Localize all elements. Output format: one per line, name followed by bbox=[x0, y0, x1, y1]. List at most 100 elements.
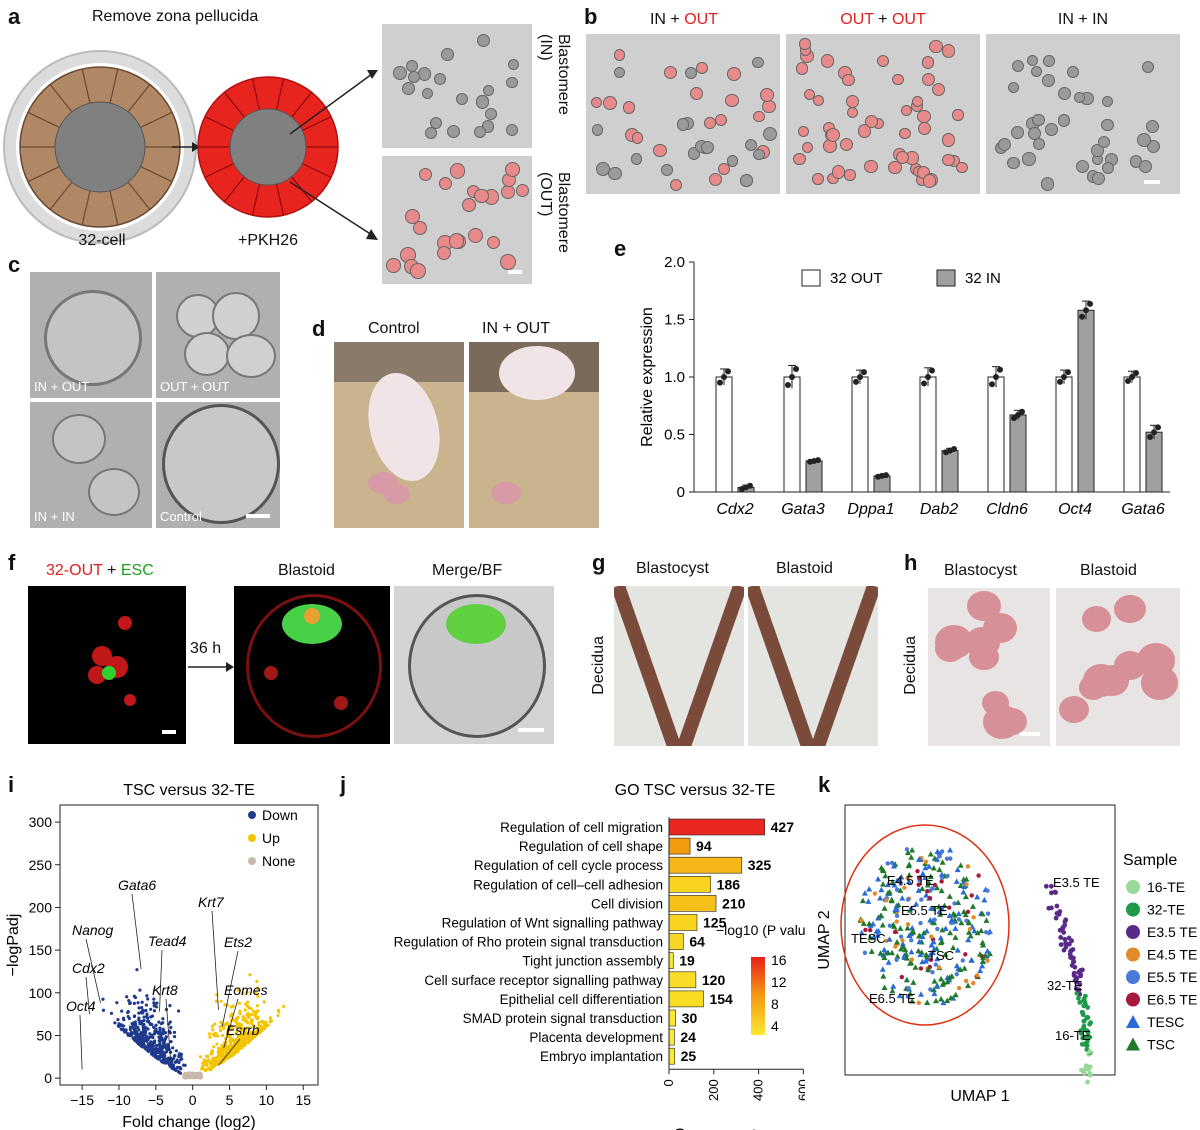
panel-label-j: j bbox=[340, 772, 347, 797]
go-count-label: 30 bbox=[682, 1010, 698, 1026]
cell-blob bbox=[410, 262, 426, 279]
image-c-control: Control bbox=[156, 402, 280, 528]
cell-blob bbox=[839, 138, 853, 152]
bar-Cldn6-32IN bbox=[1009, 414, 1027, 493]
replicate-point bbox=[793, 365, 799, 372]
cell-blob bbox=[447, 124, 461, 138]
legend-label: 16-TE bbox=[1147, 879, 1185, 895]
cell-blob bbox=[663, 65, 678, 80]
go-count-label: 186 bbox=[717, 876, 741, 892]
go-bar bbox=[668, 837, 691, 855]
decidua-blob bbox=[964, 627, 1000, 659]
g-blastoid-label: Blastoid bbox=[776, 560, 833, 577]
cell-blob bbox=[801, 141, 814, 154]
cell-blob bbox=[714, 113, 728, 127]
cell-blob bbox=[1026, 54, 1039, 67]
cell-blob bbox=[696, 62, 708, 74]
go-bar bbox=[668, 1009, 677, 1027]
plot-frame bbox=[844, 804, 1116, 1076]
decidua-blob bbox=[1082, 663, 1120, 697]
umap-annotation: E3.5 TE bbox=[1053, 875, 1100, 890]
go-bar bbox=[668, 895, 717, 912]
replicate-point bbox=[1019, 408, 1025, 415]
cell-blob bbox=[928, 39, 943, 54]
go-count-label: 19 bbox=[679, 953, 695, 969]
go-term-label: Cell surface receptor signalling pathway bbox=[424, 973, 663, 988]
cell-blob bbox=[1097, 135, 1111, 149]
x-tick-label: −15 bbox=[70, 1092, 94, 1108]
cell-blob bbox=[795, 62, 809, 75]
cell-blob bbox=[703, 117, 716, 129]
d-label-control: Control bbox=[368, 320, 420, 337]
y-tick-label: 300 bbox=[29, 814, 53, 830]
cell-blob bbox=[486, 236, 500, 250]
y-tick-label: 1.0 bbox=[664, 369, 685, 386]
cell-blob bbox=[892, 73, 905, 86]
legend-marker bbox=[1126, 880, 1140, 894]
panel-label-c: c bbox=[8, 252, 21, 277]
panel-label-i: i bbox=[8, 772, 15, 797]
go-count-label: 24 bbox=[680, 1029, 696, 1045]
x-tick-label: −5 bbox=[148, 1092, 164, 1108]
volcano-points bbox=[101, 968, 286, 1080]
label-blastomere-out: Blastomere (OUT) bbox=[537, 172, 572, 253]
cell-blob bbox=[603, 95, 618, 110]
colorbar bbox=[751, 957, 765, 1035]
replicate-point bbox=[1125, 378, 1131, 385]
cell-blob bbox=[803, 88, 816, 100]
cell-blob bbox=[404, 208, 420, 224]
replicate-point bbox=[1079, 313, 1085, 320]
panel-label-d: d bbox=[312, 316, 326, 341]
cell-blob bbox=[436, 245, 451, 260]
g-blastocyst-label: Blastocyst bbox=[636, 560, 709, 577]
cell-blob bbox=[653, 143, 667, 157]
cell-blob bbox=[825, 128, 840, 142]
bar-Gata6-32OUT bbox=[1123, 376, 1141, 493]
replicate-point bbox=[921, 380, 927, 387]
cell-blob bbox=[759, 88, 774, 102]
bar-Gata6-32IN bbox=[1145, 431, 1163, 493]
cell-blob bbox=[430, 116, 443, 129]
y-tick-label: 1.5 bbox=[664, 312, 685, 329]
cell-blob bbox=[1137, 133, 1152, 148]
image-b-out-out bbox=[786, 34, 980, 194]
go-count-label: 94 bbox=[696, 838, 712, 854]
cell-blob bbox=[467, 227, 484, 244]
cell-blob bbox=[1022, 152, 1036, 166]
x-tick-label: Gata6 bbox=[1121, 501, 1165, 518]
replicate-point bbox=[1087, 300, 1093, 307]
legend-swatch bbox=[936, 269, 956, 287]
panel-label-k: k bbox=[818, 772, 831, 797]
replicate-point bbox=[1011, 415, 1017, 422]
bar-Cdx2-32OUT bbox=[715, 376, 733, 493]
go-term-label: Regulation of Wnt signalling pathway bbox=[442, 916, 664, 931]
y-tick-label: 100 bbox=[29, 985, 53, 1001]
cell-blob bbox=[1043, 55, 1056, 68]
f-header: 32-OUT + ESC bbox=[46, 562, 154, 579]
go-term-label: Regulation of cell shape bbox=[519, 839, 663, 854]
gene-label: Gata6 bbox=[118, 877, 156, 893]
go-term-label: Epithelial cell differentiation bbox=[500, 992, 663, 1007]
x-axis-label: Gene count bbox=[674, 1126, 757, 1130]
cell-blob bbox=[1067, 66, 1079, 79]
cell-blob bbox=[473, 125, 486, 138]
cell-blob bbox=[847, 106, 859, 118]
umap-annotation: TESC bbox=[851, 931, 886, 946]
go-count-label: 64 bbox=[689, 934, 705, 950]
chart-e-relative-expression: 0 0.5 1.0 1.5 2.0 Relative expression Cdx2 Gata… bbox=[639, 254, 1170, 518]
replicate-point bbox=[997, 366, 1003, 373]
image-c-in-in: IN + IN bbox=[30, 402, 152, 528]
cell-blob bbox=[622, 101, 636, 114]
chart-j-go: GO TSC versus 32-TE Regulation of cell mi… bbox=[394, 782, 805, 1130]
go-count-label: 210 bbox=[722, 895, 746, 911]
replicate-point bbox=[1129, 374, 1135, 380]
cell-blob bbox=[888, 160, 902, 175]
cell-blob bbox=[1057, 114, 1071, 127]
go-count-label: 120 bbox=[702, 972, 726, 988]
bar-Gata3-32IN bbox=[805, 460, 823, 493]
cell-blob bbox=[407, 70, 421, 84]
cell-blob bbox=[631, 131, 644, 144]
header-out-out: OUT + OUT bbox=[840, 11, 926, 28]
gene-leader bbox=[159, 949, 163, 1012]
gene-label: Esrrb bbox=[226, 1022, 260, 1038]
